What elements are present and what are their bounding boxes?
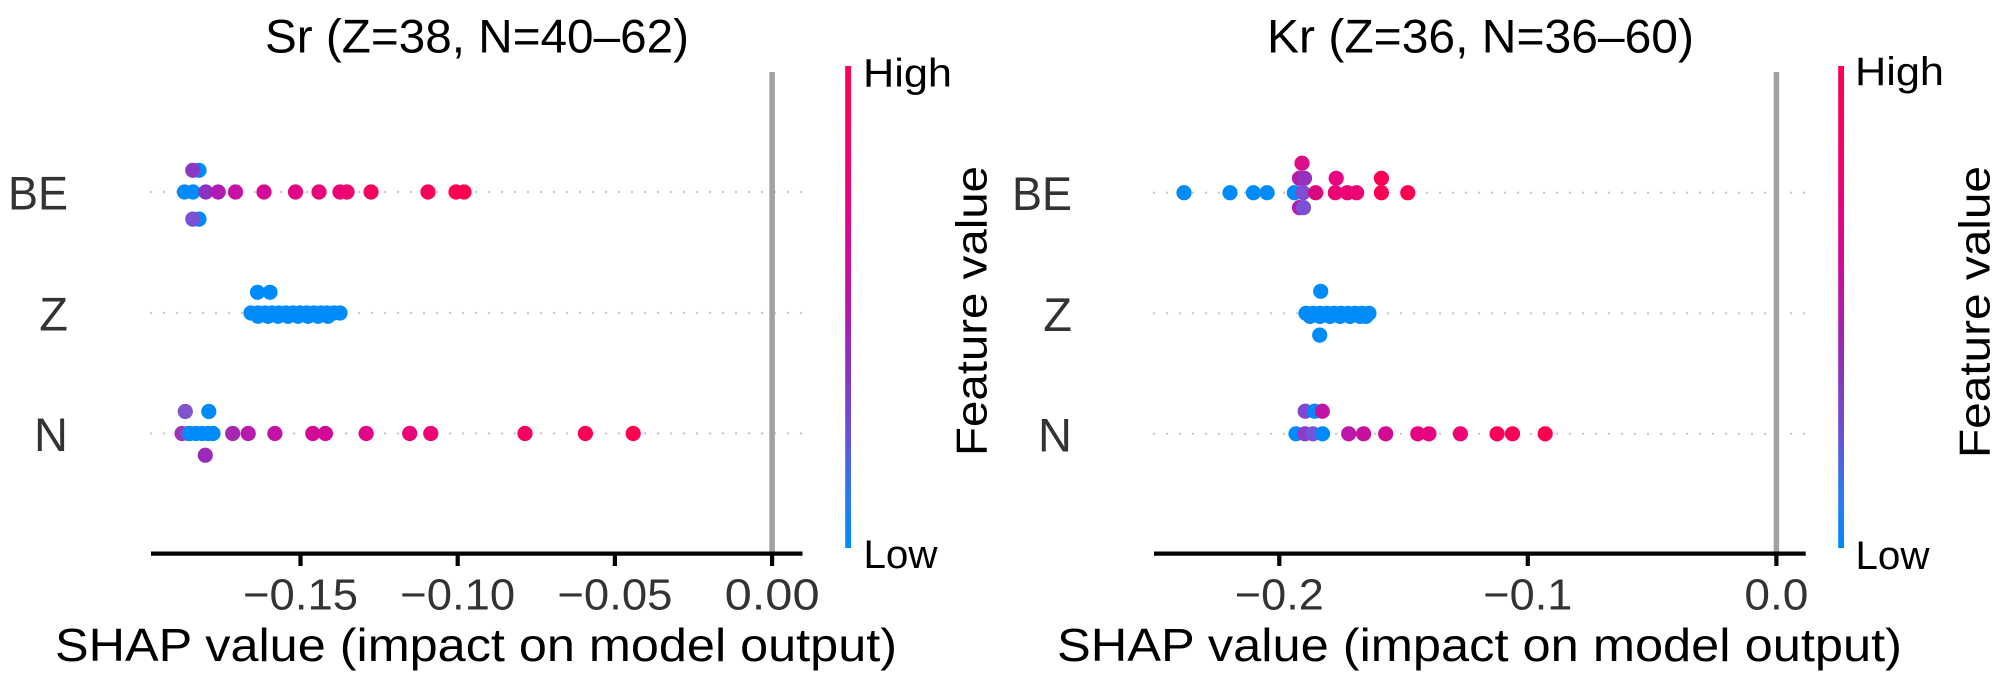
svg-text:0.00: 0.00	[725, 570, 820, 619]
svg-text:−0.05: −0.05	[557, 570, 672, 619]
svg-text:High: High	[863, 52, 952, 96]
svg-text:N: N	[1038, 409, 1072, 462]
svg-text:Z: Z	[39, 288, 68, 341]
svg-text:Kr (Z=36, N=36–60): Kr (Z=36, N=36–60)	[1267, 11, 1694, 64]
svg-text:BE: BE	[1012, 167, 1072, 220]
svg-text:BE: BE	[8, 167, 68, 220]
svg-text:−0.15: −0.15	[243, 570, 358, 619]
svg-text:0.0: 0.0	[1744, 570, 1808, 619]
svg-text:Low: Low	[1856, 534, 1930, 578]
svg-text:Feature value: Feature value	[1951, 166, 1993, 458]
svg-text:Z: Z	[1043, 288, 1072, 341]
svg-text:Feature value: Feature value	[948, 166, 997, 456]
svg-text:Low: Low	[864, 533, 938, 577]
svg-text:SHAP value (impact on model ou: SHAP value (impact on model output)	[1057, 619, 1902, 671]
svg-text:Sr (Z=38, N=40–62): Sr (Z=38, N=40–62)	[265, 11, 689, 64]
svg-text:N: N	[34, 408, 68, 461]
svg-text:−0.2: −0.2	[1235, 570, 1324, 619]
svg-text:−0.1: −0.1	[1483, 570, 1572, 619]
svg-text:−0.10: −0.10	[400, 570, 515, 619]
svg-text:SHAP value (impact on model ou: SHAP value (impact on model output)	[55, 619, 897, 671]
svg-text:High: High	[1855, 50, 1944, 94]
